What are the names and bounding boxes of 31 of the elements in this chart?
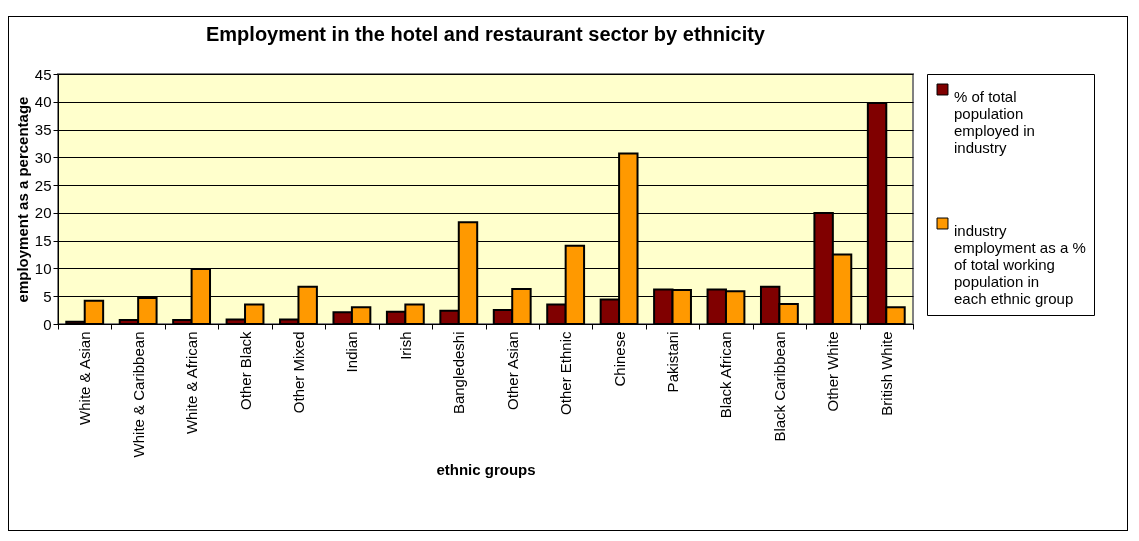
x-tick-label: Other White — [824, 331, 842, 412]
x-tick-label: White & African — [183, 331, 201, 435]
x-tick-label: Chinese — [610, 331, 628, 387]
y-tick-label: 10 — [34, 259, 52, 277]
x-tick-label: Bangledeshi — [450, 331, 468, 415]
legend-label: % of total population employed in industry — [954, 87, 1035, 156]
chart-title: Employment in the hotel and restaurant sector by ethnicity — [206, 23, 766, 45]
x-tick-label: Black African — [717, 331, 735, 419]
x-tick-label: Other Mixed — [289, 331, 307, 414]
y-tick-label: 5 — [43, 287, 52, 305]
x-axis-title: ethnic groups — [436, 461, 536, 479]
x-tick-label: White & Caribbean — [129, 331, 147, 458]
x-tick-label: Other Ethnic — [557, 331, 575, 415]
legend-label: industry employment as a % of total working population in each ethnic group — [954, 221, 1086, 307]
x-tick-label: Other Black — [236, 331, 254, 410]
x-tick-label: Indian — [343, 331, 361, 373]
y-axis-title: employment as a percentage — [13, 96, 31, 303]
y-tick-label: 20 — [34, 204, 52, 222]
x-tick-label: Other Asian — [503, 331, 521, 410]
y-tick-label: 0 — [43, 315, 52, 333]
y-tick-label: 15 — [34, 232, 52, 250]
x-tick-label: Pakistani — [664, 331, 682, 393]
x-tick-label: White & Asian — [76, 331, 94, 425]
y-tick-label: 25 — [34, 176, 52, 194]
y-tick-label: 35 — [34, 121, 52, 139]
y-tick-label: 45 — [34, 65, 52, 83]
y-tick-label: 40 — [34, 93, 52, 111]
y-tick-label: 30 — [34, 148, 52, 166]
x-tick-label: British White — [877, 331, 895, 416]
x-tick-label: Irish — [396, 331, 414, 360]
x-tick-label: Black Caribbean — [770, 331, 788, 442]
